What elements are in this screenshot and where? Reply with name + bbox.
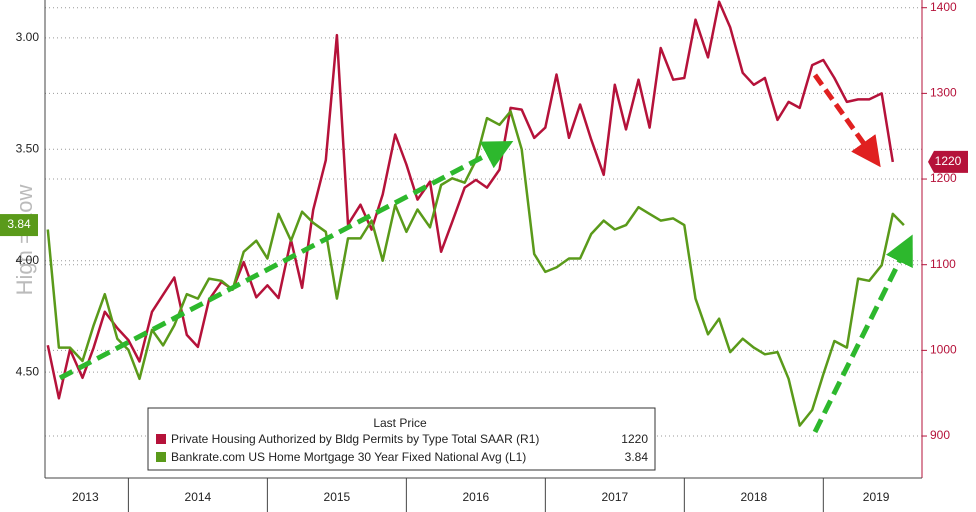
x-tick-label: 2016 xyxy=(463,490,490,504)
legend xyxy=(147,407,656,471)
x-tick-label: 2017 xyxy=(601,490,628,504)
y2-tick-label: 1300 xyxy=(930,86,957,100)
series-line xyxy=(46,0,895,400)
y2-tick-label: 900 xyxy=(930,428,950,442)
trend-arrow xyxy=(812,234,913,434)
price-badge xyxy=(0,214,38,237)
legend-value: 3.84 xyxy=(625,450,649,464)
price-badge-label: 3.84 xyxy=(7,217,31,231)
price-badge-label: 1220 xyxy=(935,154,962,168)
legend-value: 1220 xyxy=(621,432,648,446)
y-tick-label: 3.50 xyxy=(16,141,40,155)
y2-tick-label: 1000 xyxy=(930,343,957,357)
legend-entry: Private Housing Authorized by Bldg Permi… xyxy=(171,432,539,446)
legend-entry: Bankrate.com US Home Mortgage 30 Year Fi… xyxy=(171,450,526,464)
x-tick-label: 2015 xyxy=(324,490,351,504)
x-tick-label: 2014 xyxy=(185,490,212,504)
trend-arrow xyxy=(58,141,514,381)
legend-swatch xyxy=(156,452,166,462)
x-tick-label: 2018 xyxy=(740,490,767,504)
y-tick-label: 4.00 xyxy=(16,253,40,267)
x-tick-label: 2019 xyxy=(863,490,890,504)
y2-tick-label: 1400 xyxy=(930,0,957,14)
lines xyxy=(46,0,905,427)
y-tick-label: 4.50 xyxy=(16,364,40,378)
grid xyxy=(45,7,922,437)
trend-arrow xyxy=(812,73,881,168)
legend-swatch xyxy=(156,434,166,444)
legend-title: Last Price xyxy=(373,416,427,430)
y-axis-label: High = Low xyxy=(12,185,37,296)
x-tick-label: 2013 xyxy=(72,490,99,504)
y-tick-label: 3.00 xyxy=(16,30,40,44)
price-badge xyxy=(928,150,968,173)
y2-tick-label: 1100 xyxy=(930,257,956,271)
y2-tick-label: 1200 xyxy=(930,171,957,185)
